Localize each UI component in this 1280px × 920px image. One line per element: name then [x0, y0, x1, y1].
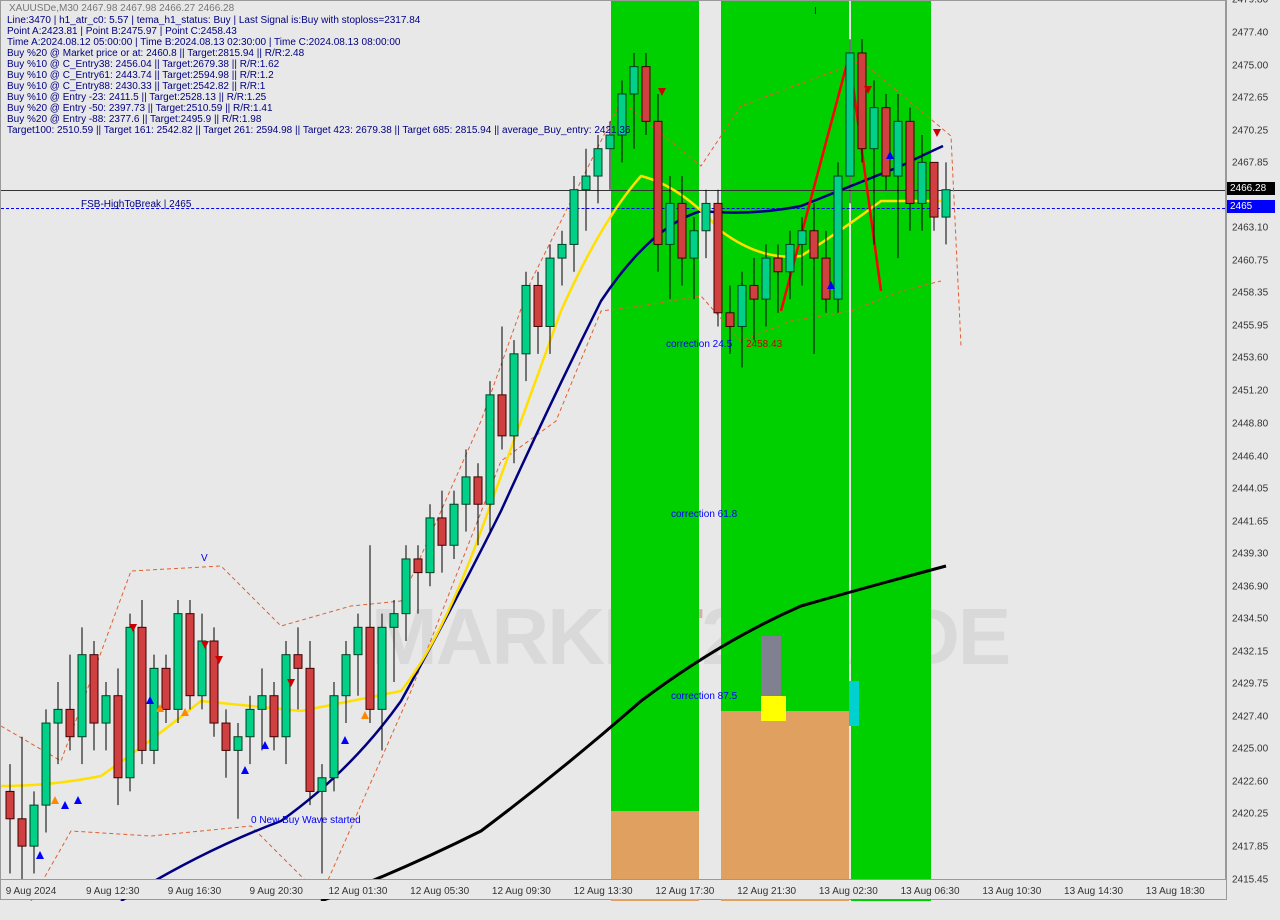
info-line: Line:3470 | h1_atr_c0: 5.57 | tema_h1_st… — [7, 15, 420, 26]
x-axis-label: 9 Aug 16:30 — [168, 886, 221, 897]
info-line: Buy %20 @ Market price or at: 2460.8 || … — [7, 48, 304, 59]
zone-orange-2 — [721, 711, 849, 901]
arrow-down-icon — [933, 129, 941, 137]
y-axis-label: 2460.75 — [1232, 255, 1268, 266]
price-tag-ref: 2465 — [1227, 200, 1275, 213]
arrow-down-icon — [129, 624, 137, 632]
arrow-down-icon — [658, 88, 666, 96]
x-axis-label: 13 Aug 18:30 — [1146, 886, 1205, 897]
arrow-up-orange-icon — [181, 708, 189, 716]
x-axis-label: 9 Aug 12:30 — [86, 886, 139, 897]
arrow-up-icon — [241, 766, 249, 774]
arrow-up-icon — [61, 801, 69, 809]
arrow-down-icon — [215, 656, 223, 664]
arrow-up-icon — [886, 151, 894, 159]
val-2458-label: 2458.43 — [746, 339, 782, 350]
info-line: Buy %10 @ Entry -23: 2411.5 || Target:25… — [7, 92, 266, 103]
y-axis-label: 2448.80 — [1232, 418, 1268, 429]
y-axis-label: 2415.45 — [1232, 875, 1268, 886]
arrow-down-icon — [864, 86, 872, 94]
x-axis-label: 12 Aug 13:30 — [574, 886, 633, 897]
y-axis-label: 2470.25 — [1232, 125, 1268, 136]
info-line: Time A:2024.08.12 05:00:00 | Time B:2024… — [7, 37, 400, 48]
y-axis-label: 2425.00 — [1232, 744, 1268, 755]
zone-cyan — [849, 681, 859, 726]
zone-green-3 — [851, 1, 931, 901]
x-axis-label: 12 Aug 17:30 — [655, 886, 714, 897]
y-axis-label: 2479.80 — [1232, 0, 1268, 6]
info-line: Buy %10 @ C_Entry88: 2430.33 || Target:2… — [7, 81, 265, 92]
price-line — [1, 190, 1225, 191]
y-axis-label: 2422.60 — [1232, 777, 1268, 788]
y-axis-label: 2463.10 — [1232, 223, 1268, 234]
arrow-up-icon — [74, 796, 82, 804]
y-axis-label: 2455.95 — [1232, 321, 1268, 332]
y-axis-label: 2453.60 — [1232, 353, 1268, 364]
arrow-down-icon — [201, 641, 209, 649]
chart-header: XAUUSDe,M30 2467.98 2467.98 2466.27 2466… — [9, 3, 234, 14]
arrow-up-icon — [146, 696, 154, 704]
y-axis-label: 2420.25 — [1232, 809, 1268, 820]
x-axis-label: 13 Aug 14:30 — [1064, 886, 1123, 897]
info-line: Buy %10 @ C_Entry61: 2443.74 || Target:2… — [7, 70, 274, 81]
x-axis-label: 13 Aug 06:30 — [901, 886, 960, 897]
zone-gray — [761, 636, 781, 696]
y-axis-label: 2475.00 — [1232, 60, 1268, 71]
x-axis-label: 9 Aug 20:30 — [249, 886, 302, 897]
correction-618-label: correction 61.8 — [671, 509, 737, 520]
y-axis-label: 2427.40 — [1232, 711, 1268, 722]
y-axis-label: 2472.65 — [1232, 92, 1268, 103]
zone-yellow — [761, 696, 786, 721]
y-axis-label: 2432.15 — [1232, 646, 1268, 657]
info-line: Target100: 2510.59 || Target 161: 2542.8… — [7, 125, 631, 136]
x-axis-label: 13 Aug 10:30 — [982, 886, 1041, 897]
x-axis-label: 12 Aug 01:30 — [328, 886, 387, 897]
y-axis-label: 2451.20 — [1232, 386, 1268, 397]
x-axis-label: 12 Aug 09:30 — [492, 886, 551, 897]
x-axis-label: 12 Aug 21:30 — [737, 886, 796, 897]
info-line: Buy %20 @ Entry -50: 2397.73 || Target:2… — [7, 103, 273, 114]
arrow-down-icon — [287, 679, 295, 687]
chart-area[interactable]: MARKET2TRADE FSB-HighToBreak | 2465 corr… — [0, 0, 1226, 900]
info-line: Buy %20 @ Entry -88: 2377.6 || Target:24… — [7, 114, 261, 125]
y-axis-label: 2436.90 — [1232, 581, 1268, 592]
arrow-up-icon — [827, 281, 835, 289]
arrow-up-orange-icon — [156, 704, 164, 712]
x-axis-label: 9 Aug 2024 — [6, 886, 57, 897]
x-axis: 9 Aug 2024 9 Aug 12:30 9 Aug 16:30 9 Aug 20… — [1, 879, 1227, 899]
y-axis-label: 2417.85 — [1232, 842, 1268, 853]
arrow-up-icon — [261, 741, 269, 749]
fsb-label: FSB-HighToBreak | 2465 — [81, 199, 191, 210]
correction-875-label: correction 87.5 — [671, 691, 737, 702]
y-axis-label: 2467.85 — [1232, 158, 1268, 169]
y-axis-label: 2477.40 — [1232, 27, 1268, 38]
zone-green-1 — [611, 1, 699, 901]
y-axis: 2479.80 2477.40 2475.00 2472.65 2470.25 2467.… — [1226, 0, 1280, 900]
arrow-up-icon — [341, 736, 349, 744]
y-axis-label: 2446.40 — [1232, 451, 1268, 462]
arrow-up-orange-icon — [361, 711, 369, 719]
new-wave-label: 0 New Buy Wave started — [251, 815, 361, 826]
y-axis-label: 2458.35 — [1232, 288, 1268, 299]
y-axis-label: 2429.75 — [1232, 679, 1268, 690]
arrow-up-orange-icon — [51, 796, 59, 804]
y-axis-label: 2441.65 — [1232, 516, 1268, 527]
x-axis-label: 12 Aug 05:30 — [410, 886, 469, 897]
i-label: I — [814, 6, 817, 17]
y-axis-label: 2434.50 — [1232, 614, 1268, 625]
correction-245-label: correction 24.5 — [666, 339, 732, 350]
y-axis-label: 2439.30 — [1232, 548, 1268, 559]
info-line: Point A:2423.81 | Point B:2475.97 | Poin… — [7, 26, 237, 37]
v-label: V — [201, 553, 208, 564]
price-tag-current: 2466.28 — [1227, 182, 1275, 195]
info-line: Buy %10 @ C_Entry38: 2456.04 || Target:2… — [7, 59, 279, 70]
x-axis-label: 13 Aug 02:30 — [819, 886, 878, 897]
y-axis-label: 2444.05 — [1232, 483, 1268, 494]
arrow-up-icon — [36, 851, 44, 859]
